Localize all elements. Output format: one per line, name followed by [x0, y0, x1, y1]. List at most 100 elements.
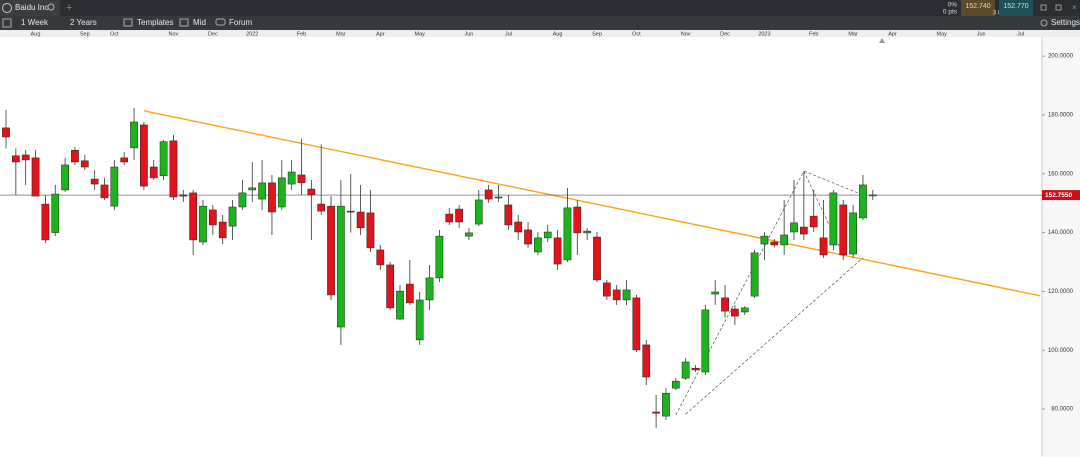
- bid-price: 152.740: [965, 3, 990, 10]
- candle-body: [376, 249, 385, 266]
- candle-body: [721, 297, 729, 312]
- window-button[interactable]: [1055, 4, 1062, 11]
- date-label: Oct: [632, 31, 641, 37]
- candle-body: [406, 283, 414, 304]
- candle-body: [140, 124, 148, 187]
- candle-body: [603, 282, 611, 297]
- candle-body: [277, 177, 286, 208]
- candle-body: [849, 212, 857, 255]
- candle-body: [297, 174, 306, 184]
- window-button[interactable]: [1040, 4, 1047, 11]
- candle-body: [228, 206, 237, 227]
- chart-toolbar: [0, 16, 1080, 30]
- candle-body: [839, 204, 848, 256]
- date-label: Apr: [888, 31, 897, 37]
- candle-body: [731, 308, 739, 317]
- candle-body: [652, 411, 660, 414]
- date-label: May: [937, 31, 948, 37]
- forum-button[interactable]: Forum: [229, 18, 252, 27]
- candle-body: [750, 252, 759, 297]
- date-label: Aug: [31, 31, 41, 37]
- date-label: Sep: [592, 31, 602, 37]
- forum-icon: [215, 18, 226, 26]
- price-axis: [1042, 37, 1080, 457]
- candle-body: [71, 149, 79, 163]
- candle-body: [819, 237, 828, 256]
- ask-price: 152.770: [1003, 3, 1028, 10]
- candle-body: [524, 229, 532, 245]
- candle-body: [238, 192, 247, 208]
- candle-body: [396, 290, 404, 320]
- candle-body: [681, 361, 690, 379]
- date-label: May: [415, 31, 426, 37]
- y-tick-label: 140.0000: [1048, 230, 1074, 236]
- date-label: 2022: [246, 31, 258, 37]
- y-tick-label: 160.0000: [1048, 171, 1074, 177]
- date-label: Aug: [553, 31, 563, 37]
- candle-body: [829, 192, 838, 246]
- candle-body: [642, 344, 651, 378]
- candle-body: [12, 155, 20, 163]
- candle-body: [622, 289, 631, 301]
- candle-body: [809, 215, 818, 228]
- candle-body: [445, 213, 454, 223]
- candle-body: [543, 231, 552, 239]
- candle-body: [701, 309, 710, 373]
- date-label: Apr: [376, 31, 385, 37]
- trendline: [675, 170, 805, 416]
- candle-body: [868, 194, 877, 197]
- candle-body: [356, 211, 365, 229]
- candle-body: [662, 392, 670, 417]
- date-marker: [879, 38, 885, 43]
- candle-body: [248, 187, 257, 191]
- candle-body: [425, 277, 434, 301]
- instrument-icon: [2, 3, 12, 13]
- candle-body: [612, 289, 621, 301]
- candle-body: [474, 199, 483, 225]
- candle-body: [415, 299, 424, 341]
- y-tick-label: 120.0000: [1048, 289, 1074, 295]
- candle-body: [691, 367, 700, 371]
- add-tab[interactable]: +: [66, 2, 72, 14]
- trendline: [685, 257, 864, 415]
- range-button[interactable]: 2 Years: [70, 18, 97, 27]
- settings-button[interactable]: Settings: [1051, 18, 1080, 27]
- close-button[interactable]: ×: [1072, 3, 1077, 12]
- price-icon: [179, 18, 189, 27]
- candle-body: [21, 154, 30, 161]
- candle-body: [41, 203, 50, 241]
- candle-body: [435, 235, 444, 279]
- candle-body: [494, 196, 503, 199]
- candle-body: [179, 194, 188, 197]
- layout-icon[interactable]: [2, 18, 12, 28]
- candle-body: [268, 182, 276, 213]
- date-axis: [0, 30, 1080, 37]
- candle-body: [770, 241, 779, 246]
- date-label: Dec: [208, 31, 218, 37]
- candle-body: [209, 209, 217, 226]
- candle-body: [120, 157, 129, 163]
- bid-box[interactable]: [961, 0, 995, 16]
- date-label: Jun: [465, 31, 474, 37]
- date-label: Nov: [681, 31, 691, 37]
- price-mode-button[interactable]: Mid: [193, 18, 206, 27]
- y-tick-label: 100.0000: [1048, 348, 1074, 354]
- spread: 3.0: [993, 11, 1002, 17]
- date-label: Dec: [720, 31, 730, 37]
- candle-body: [859, 184, 867, 219]
- y-tick-label: 200.0000: [1048, 54, 1074, 60]
- candle-body: [504, 204, 513, 226]
- candle-body: [61, 164, 69, 191]
- instrument-tab[interactable]: [0, 0, 60, 16]
- interval-button[interactable]: 1 Week: [21, 18, 49, 27]
- templates-button[interactable]: Templates: [137, 18, 173, 27]
- candle-body: [790, 222, 798, 233]
- y-tick-label: 80.0000: [1051, 407, 1073, 413]
- candle-body: [80, 160, 89, 168]
- candle-body: [534, 237, 542, 253]
- ask-box[interactable]: [999, 0, 1033, 16]
- date-label: Mar: [848, 31, 858, 37]
- search-icon[interactable]: [47, 3, 55, 11]
- candle-body: [514, 221, 523, 233]
